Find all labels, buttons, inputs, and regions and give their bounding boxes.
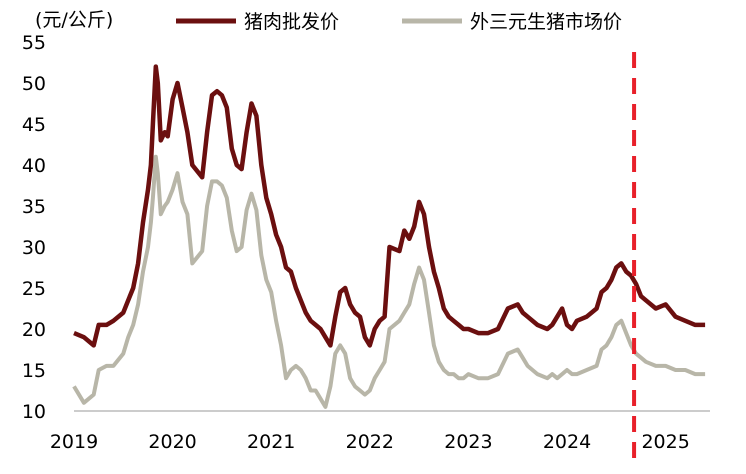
series-line-wholesale (73, 64, 706, 348)
y-tick-label: 10 (22, 401, 46, 423)
y-tick-label: 35 (22, 196, 46, 218)
y-tick-label: 15 (22, 360, 46, 382)
series-layer (72, 64, 706, 409)
x-tick-label: 2020 (148, 431, 196, 453)
x-tick-label: 2021 (247, 431, 295, 453)
y-tick-label: 30 (22, 237, 46, 259)
legend-label-wholesale: 猪肉批发价 (244, 11, 339, 33)
y-tick-label: 40 (22, 155, 46, 177)
x-tick-label: 2024 (543, 431, 591, 453)
x-tick-label: 2019 (50, 431, 98, 453)
legend-label-live-hog: 外三元生猪市场价 (470, 11, 622, 33)
x-tick-label: 2023 (444, 431, 492, 453)
y-tick-label: 25 (22, 278, 46, 300)
y-tick-label: 55 (22, 32, 46, 54)
x-tick-label: 2025 (641, 431, 689, 453)
x-tick-label: 2022 (346, 431, 394, 453)
y-tick-label: 45 (22, 114, 46, 136)
legend: 猪肉批发价 外三元生猪市场价 (176, 11, 622, 33)
series-line-live-hog (72, 154, 706, 409)
x-axis-ticks: 2019 2020 2021 2022 2023 2024 2025 (50, 431, 690, 453)
y-tick-label: 50 (22, 73, 46, 95)
y-axis-ticks: 10 15 20 25 30 35 40 45 50 55 (22, 32, 46, 423)
y-axis-unit-label: (元/公斤) (35, 9, 113, 31)
y-tick-label: 20 (22, 319, 46, 341)
